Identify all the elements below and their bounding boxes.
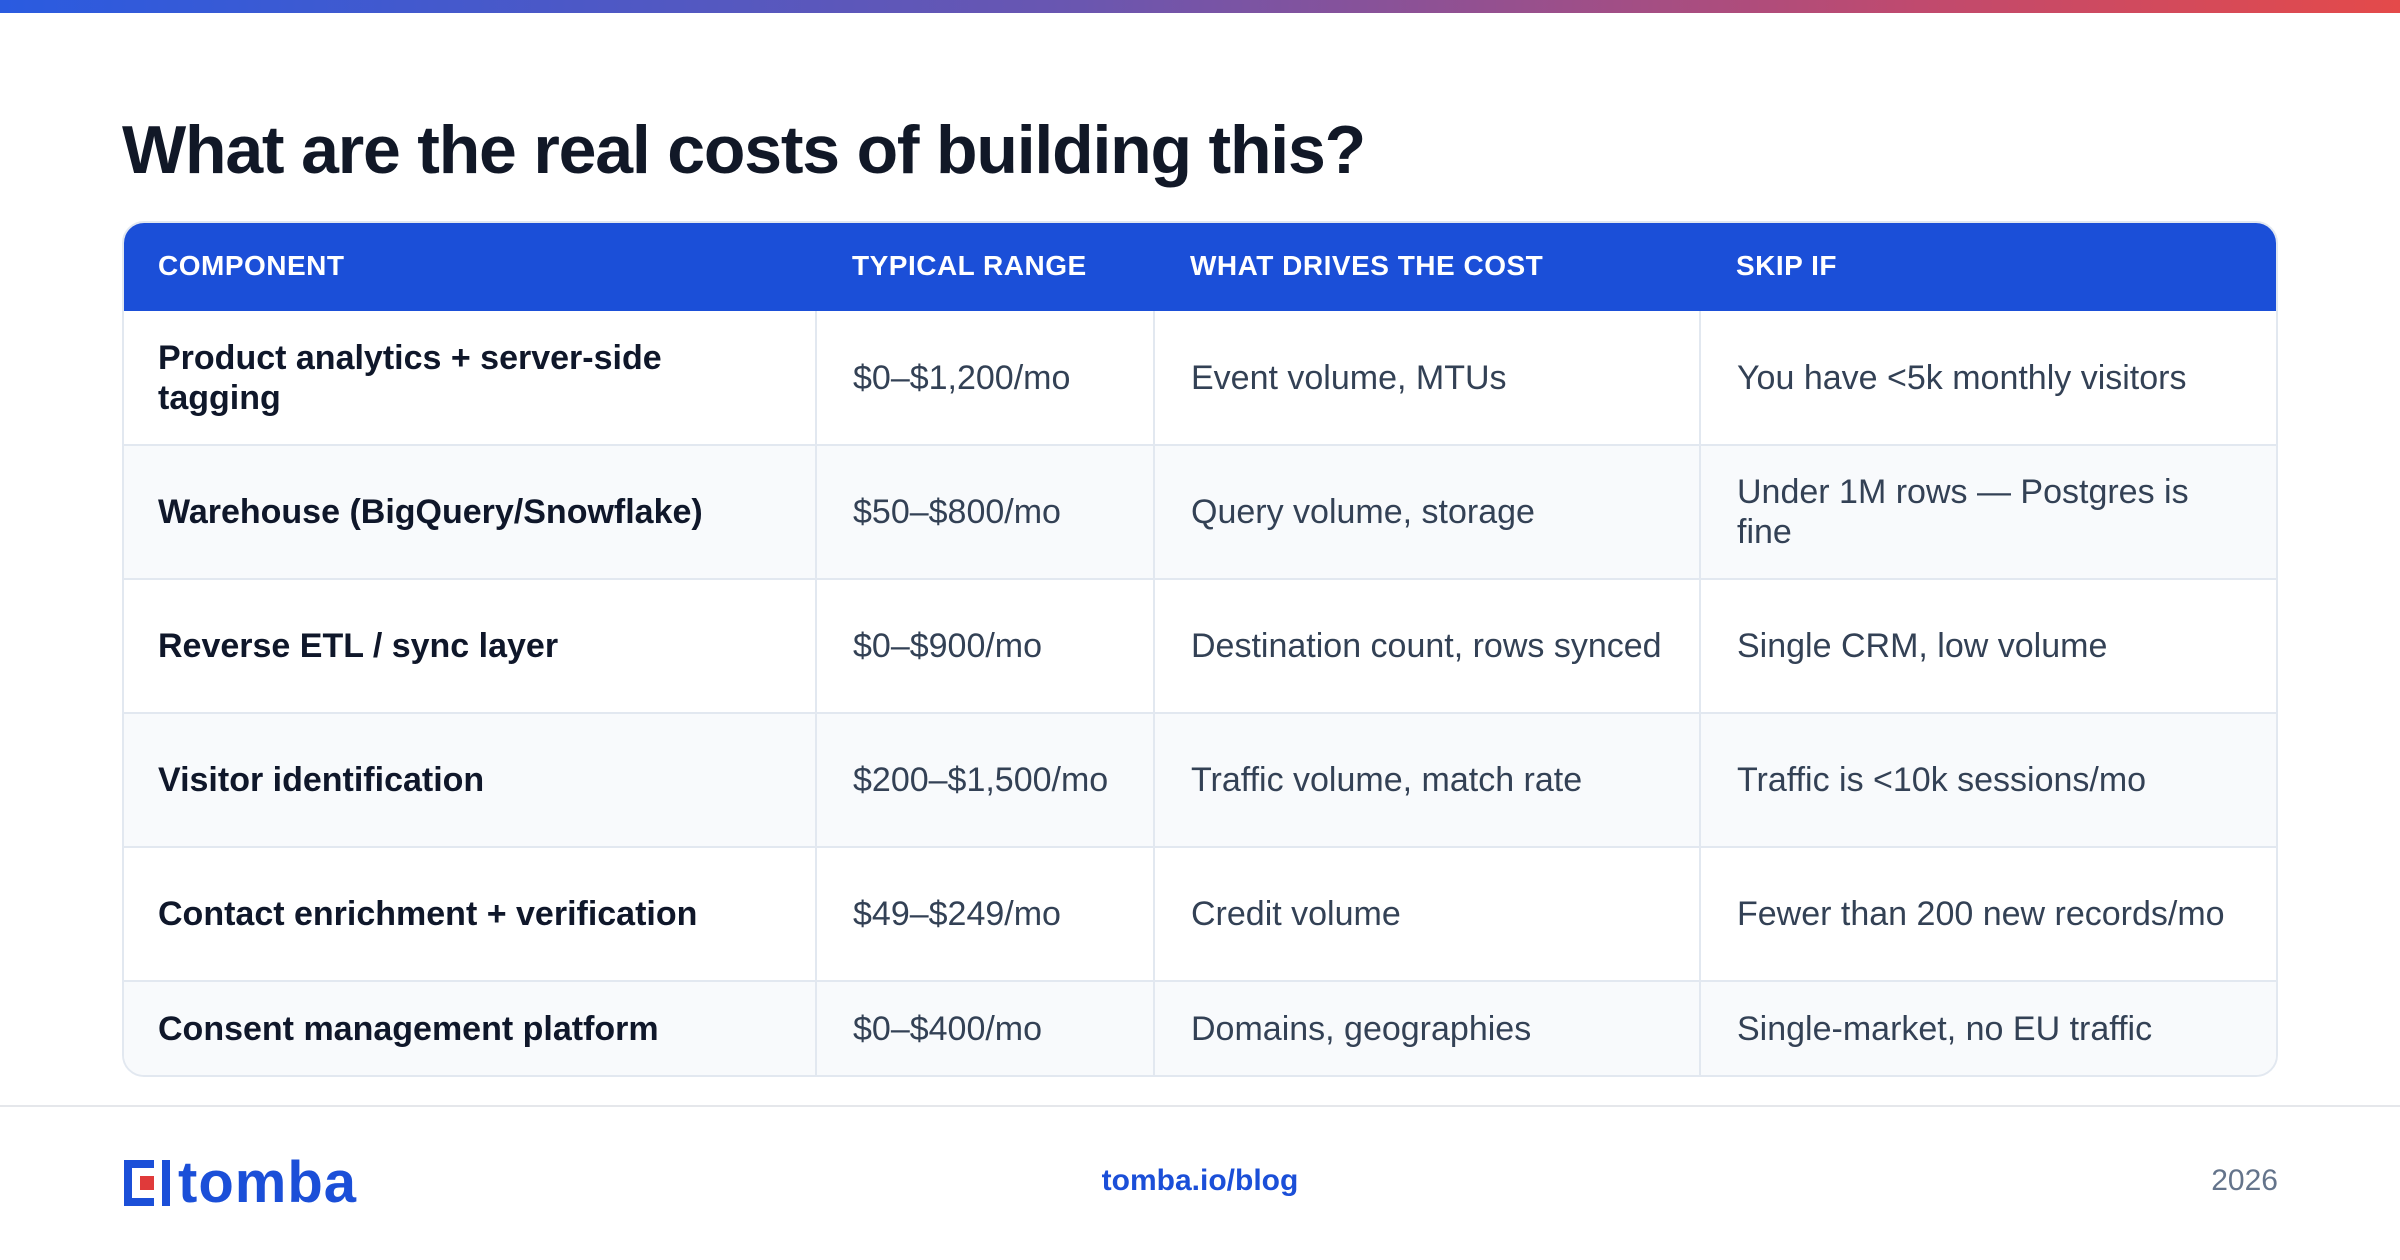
logo-wordmark: tomba: [178, 1150, 357, 1215]
component-cell: Contact enrichment + verification: [124, 847, 817, 982]
table-header-row: COMPONENT TYPICAL RANGE WHAT DRIVES THE …: [124, 223, 2276, 311]
skip-cell: Fewer than 200 new records/mo: [1700, 847, 2276, 982]
header-skip-if: SKIP IF: [1700, 223, 2276, 311]
drivers-cell: Destination count, rows synced: [1154, 579, 1701, 714]
header-cost-drivers: WHAT DRIVES THE COST: [1154, 223, 1700, 311]
drivers-cell: Traffic volume, match rate: [1154, 713, 1701, 848]
skip-cell: Traffic is <10k sessions/mo: [1700, 713, 2276, 848]
tomba-logo-icon: [122, 1158, 172, 1208]
component-cell: Product analytics + server-side tagging: [124, 311, 817, 446]
component-cell: Warehouse (BigQuery/Snowflake): [124, 445, 817, 580]
range-cell: $50–$800/mo: [816, 445, 1155, 580]
component-cell: Reverse ETL / sync layer: [124, 579, 817, 714]
skip-cell: Single CRM, low volume: [1700, 579, 2276, 714]
table-row: Contact enrichment + verification $49–$2…: [124, 847, 2276, 982]
footer-year: 2026: [2211, 1164, 2278, 1197]
table-row: Warehouse (BigQuery/Snowflake) $50–$800/…: [124, 445, 2276, 580]
drivers-cell: Event volume, MTUs: [1154, 311, 1701, 446]
header-component: COMPONENT: [124, 223, 816, 311]
header-typical-range: TYPICAL RANGE: [816, 223, 1154, 311]
skip-cell: You have <5k monthly visitors: [1700, 311, 2276, 446]
component-cell: Visitor identification: [124, 713, 817, 848]
footer-divider: [0, 1105, 2400, 1107]
cost-table-container: COMPONENT TYPICAL RANGE WHAT DRIVES THE …: [122, 221, 2278, 1077]
table-row: Product analytics + server-side tagging …: [124, 311, 2276, 446]
blog-link[interactable]: tomba.io/blog: [1101, 1164, 1299, 1197]
drivers-cell: Domains, geographies: [1154, 981, 1701, 1075]
tomba-logo[interactable]: tomba: [122, 1150, 357, 1215]
table-row: Visitor identification $200–$1,500/mo Tr…: [124, 713, 2276, 848]
range-cell: $0–$900/mo: [816, 579, 1155, 714]
drivers-cell: Credit volume: [1154, 847, 1701, 982]
component-cell: Consent management platform: [124, 981, 817, 1075]
table-row: Consent management platform $0–$400/mo D…: [124, 981, 2276, 1075]
drivers-cell: Query volume, storage: [1154, 445, 1701, 580]
range-cell: $0–$400/mo: [816, 981, 1155, 1075]
table-row: Reverse ETL / sync layer $0–$900/mo Dest…: [124, 579, 2276, 714]
skip-cell: Single-market, no EU traffic: [1700, 981, 2276, 1075]
cost-table: COMPONENT TYPICAL RANGE WHAT DRIVES THE …: [124, 223, 2276, 1075]
skip-cell: Under 1M rows — Postgres is fine: [1700, 445, 2276, 580]
top-gradient-bar: [0, 0, 2400, 13]
range-cell: $49–$249/mo: [816, 847, 1155, 982]
page-title: What are the real costs of building this…: [122, 112, 1366, 188]
range-cell: $0–$1,200/mo: [816, 311, 1155, 446]
range-cell: $200–$1,500/mo: [816, 713, 1155, 848]
